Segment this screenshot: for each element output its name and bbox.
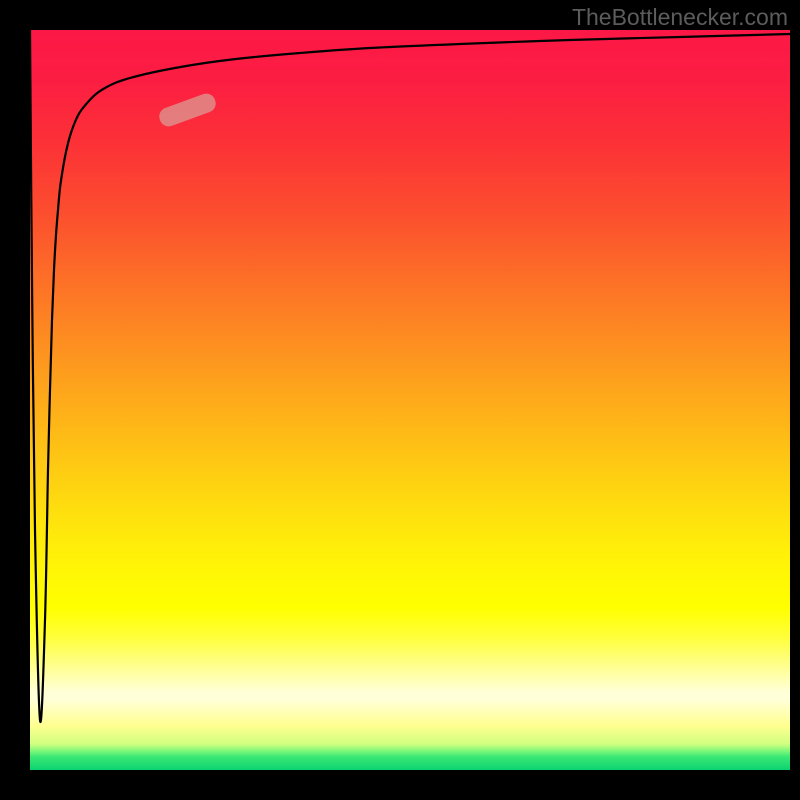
plot-background xyxy=(30,30,790,770)
bottleneck-chart xyxy=(0,0,800,800)
chart-root: TheBottlenecker.com xyxy=(0,0,800,800)
watermark-label: TheBottlenecker.com xyxy=(572,4,788,31)
